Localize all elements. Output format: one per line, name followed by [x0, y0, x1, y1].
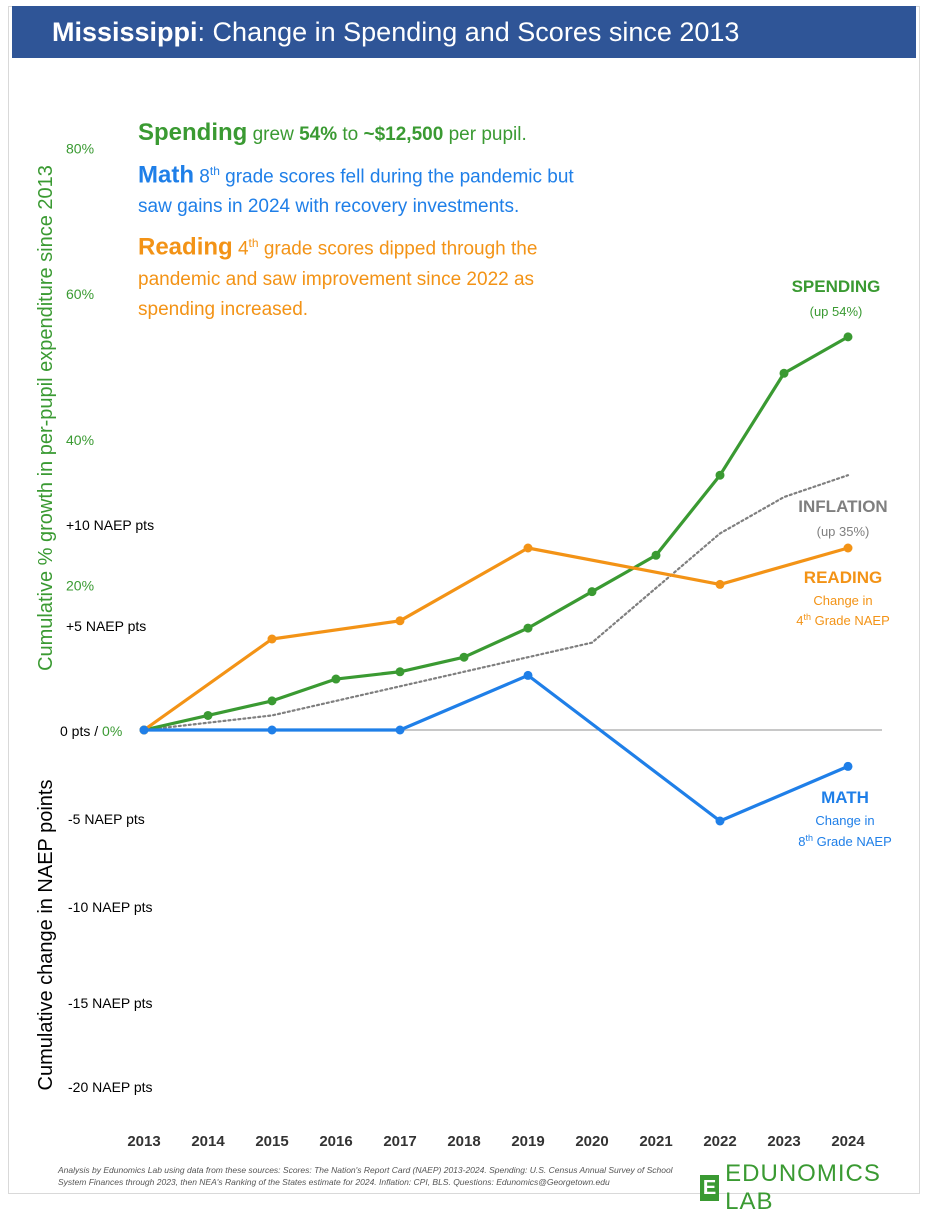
reading-line: [142, 546, 850, 732]
logo: E EDUNOMICS LAB: [700, 1160, 928, 1216]
callout-spending: Spending grew 54% to ~$12,500 per pupil.: [138, 118, 608, 150]
naep-tick-label: -20 NAEP pts: [68, 1079, 153, 1095]
math-point: [267, 725, 277, 735]
callouts: Spending grew 54% to ~$12,500 per pupil.…: [138, 118, 608, 331]
inflation-line: [142, 474, 850, 732]
inflation-label: INFLATION: [798, 497, 887, 516]
footnote: Analysis by Edunomics Lab using data fro…: [58, 1165, 673, 1187]
spending-point: [331, 674, 341, 684]
spending-point: [395, 667, 405, 677]
callout-spending-text: grew: [247, 124, 300, 145]
naep-tick-label: 0 pts / 0%: [60, 723, 122, 739]
spending-point: [459, 652, 469, 662]
callout-math-head: Math: [138, 161, 194, 189]
callout-reading-sup: th: [248, 236, 259, 251]
callout-reading-text: grade scores dipped through the pandemic…: [138, 238, 538, 320]
spending-point: [651, 550, 661, 560]
callout-reading-grade: 4: [232, 238, 249, 260]
pct-tick-label: 40%: [66, 432, 94, 448]
callout-math-grade: 8: [194, 166, 210, 188]
naep-tick-label: +10 NAEP pts: [66, 517, 154, 533]
spending-point: [715, 470, 725, 480]
reading-point: [267, 634, 277, 644]
callout-math-sup: th: [209, 164, 220, 178]
logo-mark: E: [700, 1175, 720, 1201]
reading-point: [715, 579, 725, 589]
pct-tick-label: 80%: [66, 141, 94, 157]
math-point: [139, 725, 149, 735]
title-rest: : Change in Spending and Scores since 20…: [197, 16, 740, 47]
spending-point: [203, 710, 213, 720]
callout-spending-text2: to: [337, 124, 364, 145]
callout-math-text: grade scores fell during the pandemic bu…: [138, 166, 574, 218]
x-tick-label: 2017: [383, 1133, 416, 1150]
naep-tick-label: -5 NAEP pts: [68, 811, 145, 827]
x-tick-label: 2013: [127, 1133, 160, 1150]
callout-spending-head: Spending: [138, 119, 248, 146]
callout-spending-pct: 54%: [299, 124, 338, 145]
spending-line: [142, 335, 850, 732]
title-state: Mississippi: [52, 16, 198, 47]
callout-reading-head: Reading: [138, 233, 233, 261]
math-line: [142, 673, 850, 823]
reading-sublabel-grade: 4th Grade NAEP: [796, 612, 890, 628]
x-tick-label: 2014: [191, 1133, 225, 1150]
math-point: [715, 816, 725, 826]
spending-point: [523, 623, 533, 633]
naep-tick-label: -15 NAEP pts: [68, 995, 153, 1011]
naep-axis-title: Cumulative change in NAEP points: [35, 780, 57, 1091]
callout-spending-text3: per pupil.: [443, 124, 527, 145]
math-point: [843, 761, 853, 771]
reading-label: READING: [804, 568, 882, 587]
spending-point: [779, 368, 789, 378]
x-tick-label: 2024: [831, 1133, 865, 1150]
pct-tick-label: 20%: [66, 577, 94, 593]
pct-tick-label: 60%: [66, 286, 94, 302]
x-tick-label: 2020: [575, 1133, 608, 1150]
spending-label: SPENDING: [792, 277, 881, 296]
spending-point: [587, 587, 597, 597]
math-point: [523, 670, 533, 680]
x-tick-label: 2016: [319, 1133, 352, 1150]
callout-math: Math 8th grade scores fell during the pa…: [138, 156, 608, 222]
math-sublabel: Change in: [815, 813, 874, 828]
math-label: MATH: [821, 788, 869, 807]
x-tick-label: 2023: [767, 1133, 800, 1150]
reading-point: [395, 616, 405, 626]
x-tick-label: 2022: [703, 1133, 736, 1150]
inflation-sublabel: (up 35%): [817, 524, 870, 539]
math-point: [395, 725, 405, 735]
naep-tick-label: -10 NAEP pts: [68, 899, 153, 915]
reading-point: [523, 543, 533, 553]
x-tick-label: 2021: [639, 1133, 672, 1150]
spending-point: [843, 332, 853, 342]
spending-point: [267, 696, 277, 706]
pct-axis-title: Cumulative % growth in per-pupil expendi…: [35, 165, 57, 671]
x-tick-label: 2019: [511, 1133, 544, 1150]
x-tick-label: 2015: [255, 1133, 288, 1150]
logo-text: EDUNOMICS LAB: [725, 1160, 881, 1215]
math-sublabel-grade: 8th Grade NAEP: [798, 833, 892, 849]
reading-sublabel: Change in: [813, 593, 872, 608]
callout-spending-amount: ~$12,500: [363, 124, 444, 145]
title-bar: Mississippi: Change in Spending and Scor…: [12, 6, 916, 58]
callout-reading: Reading 4th grade scores dipped through …: [138, 228, 608, 324]
spending-sublabel: (up 54%): [810, 304, 863, 319]
naep-tick-label: +5 NAEP pts: [66, 618, 146, 634]
x-tick-label: 2018: [447, 1133, 480, 1150]
reading-point: [843, 543, 853, 553]
